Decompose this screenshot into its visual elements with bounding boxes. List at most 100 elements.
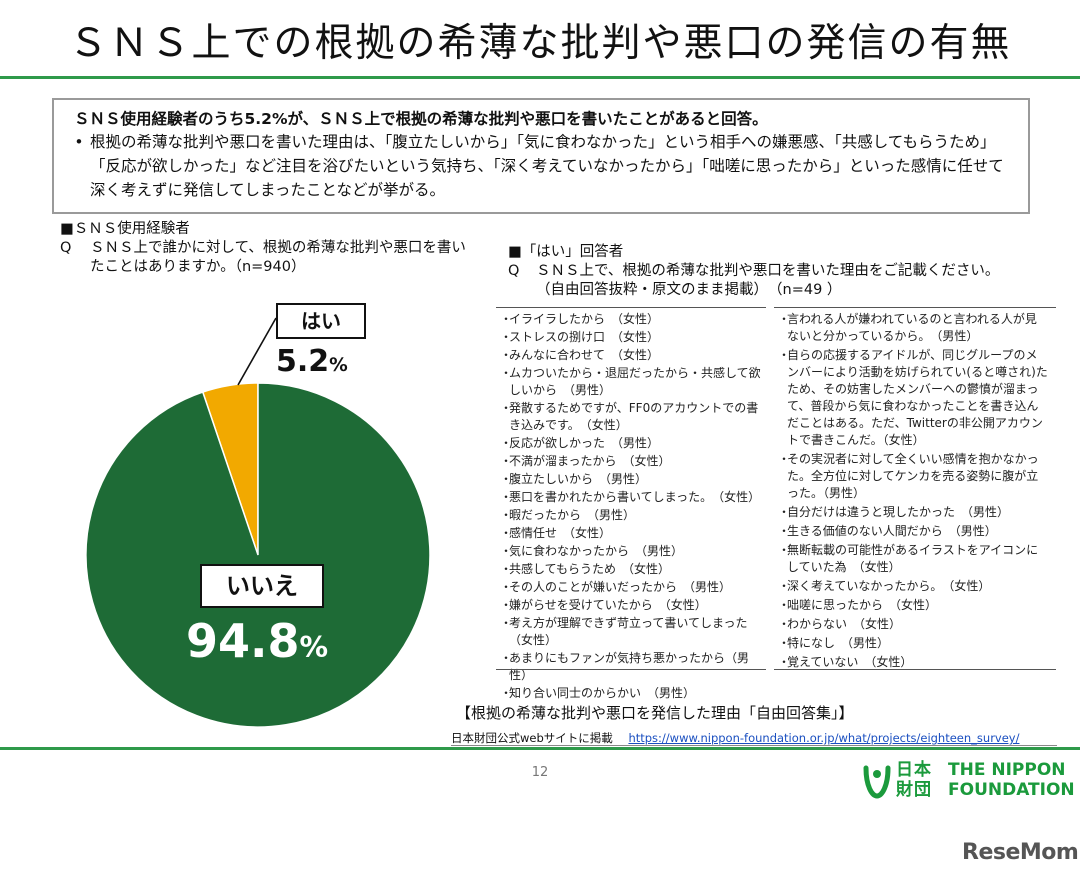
hai-leader-line — [237, 317, 277, 386]
answer-item: ・深く考えていなかったから。 （女性） — [778, 578, 1048, 595]
bullet-icon: • — [74, 133, 84, 151]
answer-bullet: ・ — [500, 348, 513, 362]
left-question: ■ＳＮＳ使用経験者 Q ＳＮＳ上で誰かに対して、根拠の希薄な批判や悪口を書いたこ… — [60, 220, 480, 277]
source-label: 日本財団公式webサイトに掲載 — [451, 731, 613, 745]
answer-bullet: ・ — [778, 312, 791, 326]
answer-bullet: ・ — [500, 508, 513, 522]
logo-kanji: 日本 財団 — [896, 760, 944, 800]
answer-text: その人のことが嫌いだったから （男性） — [509, 580, 732, 594]
resemom-watermark: ReseMom — [962, 840, 1079, 865]
title-divider — [0, 76, 1080, 79]
answer-bullet: ・ — [500, 544, 513, 558]
answer-bullet: ・ — [500, 616, 513, 630]
answer-bullet: ・ — [778, 636, 791, 650]
page-number: 12 — [531, 765, 549, 780]
answer-item: ・みんなに合わせて （女性） — [500, 347, 762, 364]
answer-bullet: ・ — [500, 526, 513, 540]
answer-bullet: ・ — [500, 330, 513, 344]
question-mark: Q — [508, 263, 520, 279]
answer-text: ストレスの捌け口 （女性） — [509, 330, 660, 344]
answers-left-column: ・イライラしたから （女性）・ストレスの捌け口 （女性）・みんなに合わせて （女… — [500, 311, 762, 703]
answer-bullet: ・ — [500, 598, 513, 612]
answer-bullet: ・ — [778, 617, 791, 631]
answer-bullet: ・ — [778, 579, 791, 593]
answer-item: ・知り合い同士のからかい （男性） — [500, 685, 762, 702]
answer-text: わからない （女性） — [787, 617, 902, 631]
answer-item: ・反応が欲しかった （男性） — [500, 435, 762, 452]
answer-item: ・暇だったから （男性） — [500, 507, 762, 524]
answer-item: ・不満が溜まったから （女性） — [500, 453, 762, 470]
answer-text: その実況者に対して全くいい感情を抱かなかった。全方位に対してケンカを売る姿勢に腹… — [787, 452, 1039, 500]
answer-bullet: ・ — [500, 562, 513, 576]
answer-text: 感情任せ （女性） — [509, 526, 612, 540]
right-question-line: Q ＳＮＳ上で、根拠の希薄な批判や悪口を書いた理由をご記載ください。 — [508, 262, 1068, 281]
answer-item: ・わからない （女性） — [778, 616, 1048, 633]
answer-text: 咄嗟に思ったから （女性） — [787, 598, 938, 612]
answer-item: ・発散するためですが、FF0のアカウントでの書き込みです。 （女性） — [500, 400, 762, 434]
answer-text: イライラしたから （女性） — [509, 312, 660, 326]
answer-item: ・気に食わなかったから （男性） — [500, 543, 762, 560]
pie-label-no: いいえ — [200, 564, 324, 608]
logo-mark-icon — [863, 765, 891, 799]
logo-en-bottom: FOUNDATION — [948, 780, 1075, 800]
pie-value-yes-number: 5.2 — [276, 344, 330, 379]
answer-item: ・言われる人が嫌われているのと言われる人が見ないと分かっているから。 （男性） — [778, 311, 1048, 345]
answer-bullet: ・ — [778, 348, 791, 362]
answer-bullet: ・ — [500, 472, 513, 486]
answer-bullet: ・ — [778, 505, 791, 519]
answer-bullet: ・ — [500, 401, 513, 415]
answer-item: ・特になし （男性） — [778, 635, 1048, 652]
right-question-subtext: （自由回答抜粋・原文のまま掲載） （n=49 ） — [536, 282, 842, 298]
pie-label-yes: はい — [276, 303, 366, 339]
answer-bullet: ・ — [500, 490, 513, 504]
summary-headline: ＳＮＳ使用経験者のうち5.2%が、ＳＮＳ上で根拠の希薄な批判や悪口を書いたことが… — [74, 110, 768, 128]
left-question-group: ■ＳＮＳ使用経験者 — [60, 221, 190, 237]
answers-bottom-rule-right — [774, 669, 1056, 670]
answer-bullet: ・ — [778, 452, 791, 466]
answer-text: 考え方が理解できず苛立って書いてしまった （女性） — [509, 616, 760, 647]
summary-bullet: • 根拠の希薄な批判や悪口を書いた理由は、「腹立たしいから」「気に食わなかった」… — [68, 130, 1014, 202]
logo-english: THE NIPPON FOUNDATION — [948, 760, 1078, 800]
answer-item: ・咄嗟に思ったから （女性） — [778, 597, 1048, 614]
answer-item: ・イライラしたから （女性） — [500, 311, 762, 328]
logo-kanji-bottom: 財団 — [896, 780, 932, 800]
summary-bullet-text: 根拠の希薄な批判や悪口を書いた理由は、「腹立たしいから」「気に食わなかった」とい… — [90, 133, 1004, 199]
answer-item: ・悪口を書かれたから書いてしまった。 （女性） — [500, 489, 762, 506]
nippon-foundation-logo: 日本 財団 THE NIPPON FOUNDATION — [862, 760, 1078, 804]
logo-kanji-top: 日本 — [896, 760, 932, 780]
left-question-text: ＳＮＳ上で誰かに対して、根拠の希薄な批判や悪口を書いたことはありますか。（n=9… — [90, 240, 466, 275]
answer-bullet: ・ — [500, 312, 513, 326]
pie-value-no-unit: % — [299, 631, 329, 664]
source-note: 日本財団公式webサイトに掲載 https://www.nippon-found… — [451, 730, 1020, 746]
answer-text: 悪口を書かれたから書いてしまった。 （女性） — [509, 490, 761, 504]
answer-text: 腹立たしいから （男性） — [509, 472, 648, 486]
answers-right-column: ・言われる人が嫌われているのと言われる人が見ないと分かっているから。 （男性）・… — [778, 311, 1048, 673]
page-title: ＳＮＳ上での根拠の希薄な批判や悪口の発信の有無 — [68, 21, 1012, 66]
source-link[interactable]: https://www.nippon-foundation.or.jp/what… — [628, 731, 1020, 745]
answer-item: ・共感してもらうため （女性） — [500, 561, 762, 578]
answer-bullet: ・ — [500, 580, 513, 594]
summary-box: ＳＮＳ使用経験者のうち5.2%が、ＳＮＳ上で根拠の希薄な批判や悪口を書いたことが… — [52, 98, 1030, 214]
answers-panel: ・イライラしたから （女性）・ストレスの捌け口 （女性）・みんなに合わせて （女… — [496, 307, 1056, 700]
right-question-group: ■「はい」回答者 — [508, 244, 624, 260]
answer-text: 気に食わなかったから （男性） — [509, 544, 684, 558]
pie-value-no: 94.8% — [186, 614, 366, 668]
answer-bullet: ・ — [500, 651, 513, 665]
pie-value-yes: 5.2% — [276, 344, 386, 379]
answer-item: ・その実況者に対して全くいい感情を抱かなかった。全方位に対してケンカを売る姿勢に… — [778, 451, 1048, 502]
answer-item: ・ムカついたから・退屈だったから・共感して欲しいから （男性） — [500, 365, 762, 399]
answer-item: ・考え方が理解できず苛立って書いてしまった （女性） — [500, 615, 762, 649]
answer-text: 言われる人が嫌われているのと言われる人が見ないと分かっているから。 （男性） — [787, 312, 1037, 343]
pie-value-yes-unit: % — [329, 355, 348, 376]
answers-top-rule-right — [774, 307, 1056, 308]
answer-item: ・無断転載の可能性があるイラストをアイコンにしていた為 （女性） — [778, 542, 1048, 576]
answer-text: 生きる価値のない人間だから （男性） — [787, 524, 997, 538]
answer-text: 自らの応援するアイドルが、同じグループのメンバーにより活動を妨げられてい(ると噂… — [787, 348, 1048, 447]
left-question-line: Q ＳＮＳ上で誰かに対して、根拠の希薄な批判や悪口を書いたことはありますか。（n… — [60, 239, 480, 277]
answer-item: ・感情任せ （女性） — [500, 525, 762, 542]
answer-text: 深く考えていなかったから。 （女性） — [787, 579, 991, 593]
pie-value-no-number: 94.8 — [186, 614, 300, 668]
answer-text: 共感してもらうため （女性） — [509, 562, 671, 576]
answer-item: ・腹立たしいから （男性） — [500, 471, 762, 488]
footer-divider — [0, 747, 1080, 750]
